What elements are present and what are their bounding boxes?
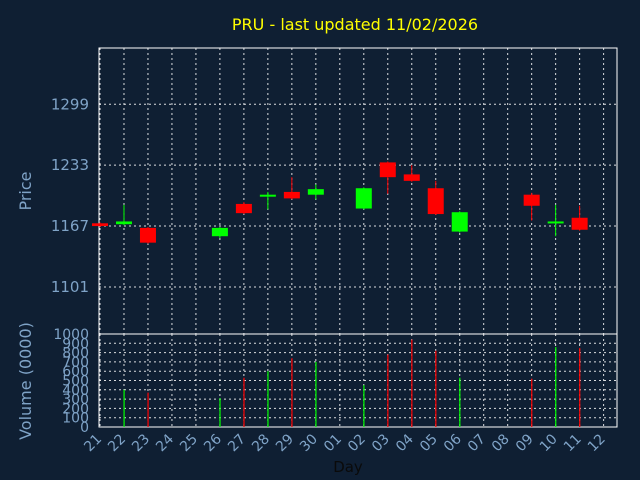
candle-02 bbox=[355, 187, 372, 210]
candle-30 bbox=[307, 184, 324, 200]
chart-title: PRU - last updated 11/02/2026 bbox=[232, 15, 478, 34]
volume-bar-06 bbox=[459, 377, 461, 427]
volume-y-tick-label: 100 bbox=[62, 411, 89, 427]
x-tick-label: 12 bbox=[585, 431, 609, 455]
volume-y-tick-label: 200 bbox=[62, 401, 89, 417]
volume-grid bbox=[99, 333, 617, 428]
price-y-tick-label: 1299 bbox=[51, 95, 89, 113]
price-y-tick-label: 1233 bbox=[51, 156, 89, 174]
candle-09 bbox=[523, 192, 540, 221]
volume-bar-28 bbox=[267, 371, 269, 427]
x-tick-label: 27 bbox=[225, 431, 249, 455]
volume-bar-11 bbox=[579, 347, 581, 427]
candle-06 bbox=[451, 211, 468, 233]
volume-bar-30 bbox=[315, 361, 317, 427]
x-tick-label: 22 bbox=[105, 431, 129, 455]
volume-bar-23 bbox=[147, 392, 149, 427]
candle-body bbox=[379, 162, 396, 178]
candle-body bbox=[235, 203, 252, 214]
volume-bar-09 bbox=[531, 378, 533, 427]
x-axis-label: Day bbox=[333, 458, 363, 476]
x-tick-label: 04 bbox=[393, 431, 417, 455]
volume-y-tick-label: 700 bbox=[62, 355, 89, 371]
volume-y-tick-label: 1000 bbox=[53, 327, 89, 343]
candle-body bbox=[403, 174, 420, 181]
volume-y-tick-label: 0 bbox=[80, 420, 89, 436]
price-y-tick-label: 1101 bbox=[51, 278, 89, 296]
candle-body bbox=[92, 223, 108, 227]
x-tick-label: 29 bbox=[273, 431, 297, 455]
volume-bar-26 bbox=[219, 398, 221, 427]
candle-21 bbox=[92, 222, 108, 227]
candle-27 bbox=[235, 202, 252, 215]
volume-y-tick-label: 600 bbox=[62, 364, 89, 380]
candle-body bbox=[571, 217, 588, 230]
x-tick-label: 08 bbox=[489, 431, 513, 455]
price-y-tick-label: 1167 bbox=[51, 217, 89, 235]
volume-y-tick-label: 800 bbox=[62, 346, 89, 362]
volume-bar-02 bbox=[363, 385, 365, 427]
x-tick-label: 01 bbox=[321, 431, 345, 455]
price-panel: 1101 1167 1233 1299 Price bbox=[16, 47, 618, 335]
candle-body bbox=[427, 188, 444, 215]
volume-y-tick-label: 500 bbox=[62, 374, 89, 390]
volume-bar-03 bbox=[387, 354, 389, 427]
candle-body bbox=[451, 212, 468, 232]
volume-bar-05 bbox=[435, 350, 437, 427]
volume-y-tick-label: 400 bbox=[62, 383, 89, 399]
x-tick-label: 09 bbox=[513, 431, 537, 455]
x-tick-label: 06 bbox=[441, 431, 465, 455]
candle-04 bbox=[403, 165, 420, 182]
x-tick-label: 30 bbox=[297, 431, 321, 455]
x-tick-label: 26 bbox=[201, 431, 225, 455]
volume-bar-22 bbox=[123, 389, 125, 427]
candle-11 bbox=[571, 205, 588, 231]
x-tick-label: 24 bbox=[153, 431, 177, 455]
candle-29 bbox=[283, 177, 300, 200]
price-grid bbox=[99, 48, 617, 334]
volume-y-tick-label: 300 bbox=[62, 392, 89, 408]
x-tick-label: 25 bbox=[177, 431, 201, 455]
candle-26 bbox=[211, 226, 228, 239]
x-axis-ticks: 21 22 23 24 25 26 27 28 29 30 01 02 03 04 05 06 07 08 09 10… bbox=[81, 431, 609, 455]
x-tick-label: 03 bbox=[369, 431, 393, 455]
x-tick-label: 28 bbox=[249, 431, 273, 455]
candles bbox=[92, 161, 588, 244]
candle-body bbox=[139, 227, 156, 243]
volume-bar-04 bbox=[411, 339, 413, 427]
x-tick-label: 02 bbox=[345, 431, 369, 455]
x-tick-label: 07 bbox=[465, 431, 489, 455]
candle-body bbox=[523, 194, 540, 206]
candle-05 bbox=[427, 180, 444, 215]
candle-03 bbox=[379, 161, 396, 194]
candle-body bbox=[211, 227, 228, 237]
volume-bar-29 bbox=[291, 358, 293, 427]
candle-body bbox=[283, 191, 300, 199]
price-y-ticks: 1101 1167 1233 1299 bbox=[51, 95, 89, 296]
x-tick-label: 05 bbox=[417, 431, 441, 455]
x-tick-label: 11 bbox=[561, 431, 585, 455]
price-axis-label: Price bbox=[16, 171, 35, 210]
candle-10 bbox=[547, 204, 564, 237]
volume-bar-27 bbox=[243, 377, 245, 427]
candle-23 bbox=[139, 226, 156, 244]
candle-body bbox=[307, 189, 324, 195]
volume-bar-10 bbox=[555, 347, 557, 427]
candle-body bbox=[355, 188, 372, 209]
candle-body bbox=[115, 221, 132, 225]
volume-y-tick-label: 900 bbox=[62, 336, 89, 352]
candle-body bbox=[259, 194, 276, 197]
volume-axis-label: Volume (0000) bbox=[16, 322, 35, 440]
x-tick-label: 23 bbox=[129, 431, 153, 455]
volume-bars bbox=[123, 339, 581, 427]
candle-body bbox=[547, 221, 564, 224]
x-tick-label: 10 bbox=[537, 431, 561, 455]
candle-28 bbox=[259, 191, 276, 210]
candle-22 bbox=[115, 204, 132, 226]
